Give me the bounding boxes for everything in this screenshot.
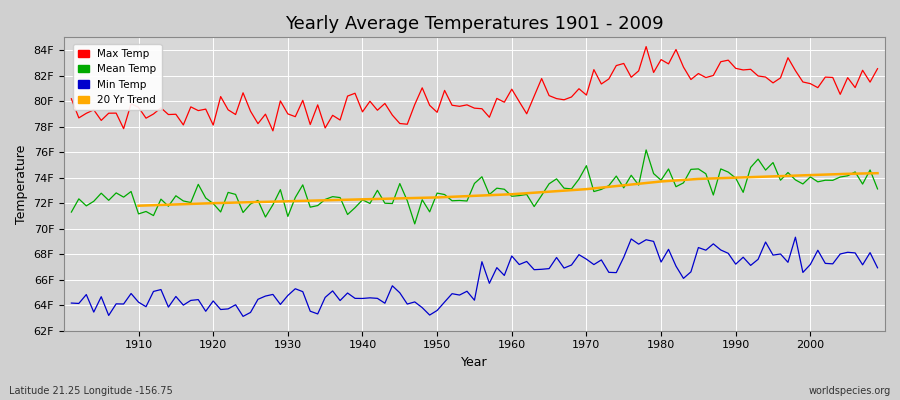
Legend: Max Temp, Mean Temp, Min Temp, 20 Yr Trend: Max Temp, Mean Temp, Min Temp, 20 Yr Tre… — [73, 44, 161, 110]
Text: Latitude 21.25 Longitude -156.75: Latitude 21.25 Longitude -156.75 — [9, 386, 173, 396]
Y-axis label: Temperature: Temperature — [15, 144, 28, 224]
X-axis label: Year: Year — [461, 356, 488, 369]
Title: Yearly Average Temperatures 1901 - 2009: Yearly Average Temperatures 1901 - 2009 — [285, 15, 664, 33]
Text: worldspecies.org: worldspecies.org — [809, 386, 891, 396]
